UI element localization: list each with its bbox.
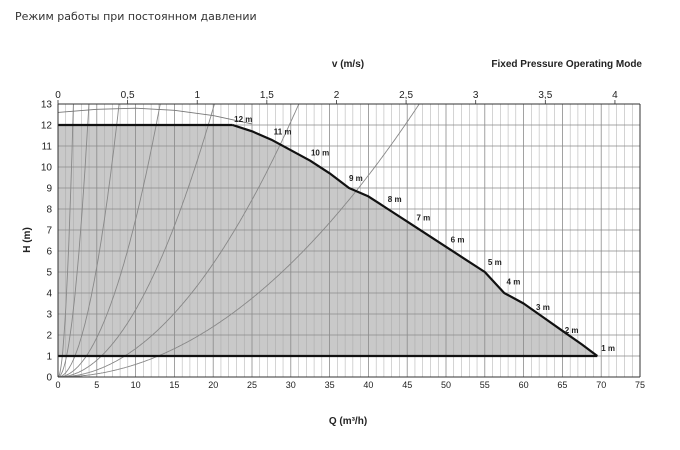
system-curve [57,103,90,378]
y-tick-label: 9 [46,184,52,195]
curve-label: 12 m [234,115,252,124]
curve-label: 2 m [565,326,579,335]
x-tick-label: 60 [519,380,529,390]
x-tick-label: 75 [635,380,645,390]
x-tick-label: 35 [325,380,335,390]
series-upper_thin_curve [57,107,253,125]
curve-label: 11 m [274,128,292,137]
top-tick-label: 0,5 [121,90,135,101]
y-tick-label: 3 [46,310,52,321]
x-tick-label: 0 [55,380,60,390]
x-tick-label: 25 [247,380,257,390]
system-curve [58,103,161,378]
top-tick-label: 2,5 [399,90,413,101]
operating-area [58,125,598,356]
x-tick-label: 45 [402,380,412,390]
system-curves [57,103,420,378]
y-tick-label: 4 [46,289,52,300]
curve-label: 9 m [349,174,363,183]
curve-label: 7 m [417,214,431,223]
y-tick-label: 7 [46,226,52,237]
curve-label: 8 m [388,195,402,204]
y-tick-label: 8 [46,205,52,216]
curve-label: 4 m [507,278,521,287]
curve-label: 6 m [451,236,465,245]
curve-label: 1 m [601,344,615,353]
x-tick-label: 5 [94,380,99,390]
axes: 0 5 10 15 20 25 30 35 40 45 50 55 60 65 70 750123456789… [41,90,645,390]
y-tick-label: 0 [46,373,52,384]
y-tick-label: 10 [41,163,53,174]
x-tick-label: 30 [286,380,296,390]
system-curve [58,103,420,378]
x-tick-label: 50 [441,380,451,390]
curve-label: 5 m [488,258,502,267]
top-tick-label: 0 [55,90,61,101]
curve-label: 10 m [311,149,329,158]
y-tick-label: 2 [46,331,52,342]
curve-label: 3 m [536,303,550,312]
system-curve [58,103,300,378]
x-tick-label: 15 [169,380,179,390]
y-tick-label: 13 [41,100,53,111]
page-title: Режим работы при постоянном давлении [15,10,257,23]
y-tick-label: 12 [41,121,53,132]
system-curve [58,103,215,378]
system-curve [57,103,74,378]
top-tick-label: 1 [194,90,200,101]
series [57,107,598,358]
operating-area-fill [58,125,598,356]
top-tick-label: 1,5 [260,90,274,101]
x-tick-label: 20 [208,380,218,390]
y-tick-label: 6 [46,247,52,258]
top-tick-label: 4 [612,90,618,101]
x-tick-label: 40 [363,380,373,390]
x-tick-label: 55 [480,380,490,390]
x-tick-label: 10 [131,380,141,390]
chart-title: Fixed Pressure Operating Mode [491,59,642,70]
top-tick-label: 3 [473,90,479,101]
top-tick-label: 3,5 [538,90,552,101]
top-axis-label: v (m/s) [332,59,364,70]
curve-labels: 12 m 11 m 10 m 9 m 8 m 7 m 6 m 5 m 4 m 3 m 2 m 1 m [234,115,615,353]
top-tick-label: 2 [334,90,340,101]
system-curve [58,103,120,378]
x-axis-label: Q (m³/h) [329,416,367,427]
y-tick-label: 1 [46,352,52,363]
series-max_curve [232,123,598,357]
y-tick-label: 5 [46,268,52,279]
y-tick-label: 11 [42,142,53,153]
x-tick-label: 65 [557,380,567,390]
y-axis-label: H (m) [22,227,33,253]
x-tick-label: 70 [596,380,606,390]
grid [57,103,641,378]
